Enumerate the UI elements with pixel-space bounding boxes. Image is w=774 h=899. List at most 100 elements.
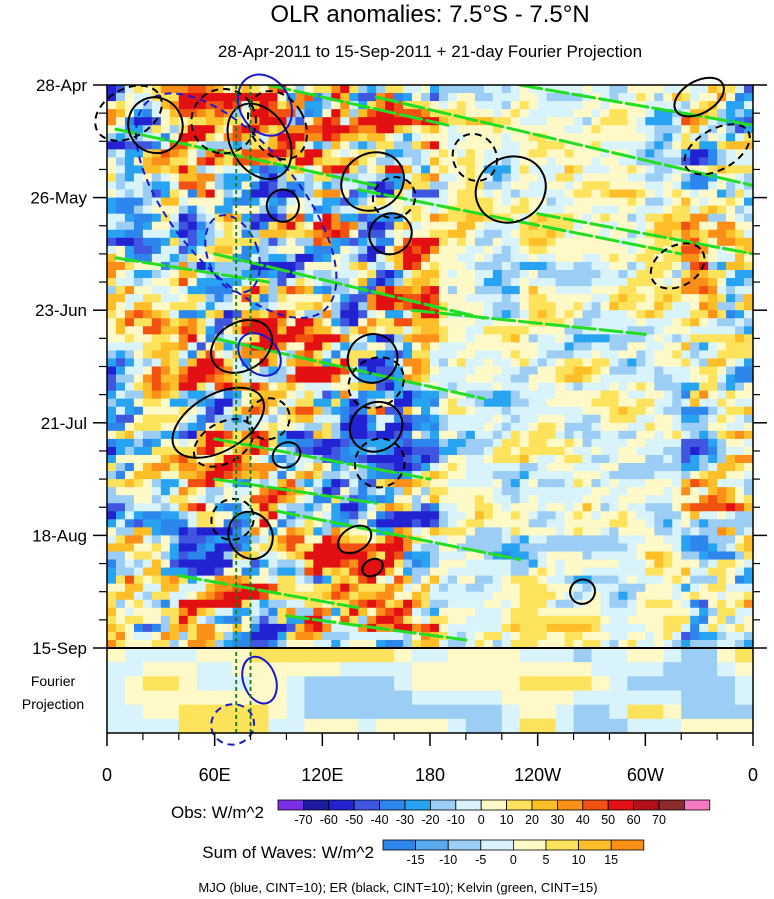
obs-cell [573, 253, 584, 263]
obs-cell [474, 294, 485, 303]
obs-cell [367, 326, 377, 335]
obs-cell [735, 511, 745, 520]
obs-cell [645, 197, 655, 207]
obs-cell [421, 623, 431, 633]
obs-cell [133, 438, 144, 448]
obs-cell [304, 414, 314, 424]
obs-cell [618, 527, 628, 536]
obs-cell [645, 454, 655, 464]
obs-cell [744, 631, 753, 641]
obs-cell [717, 141, 727, 150]
obs-cell [349, 639, 359, 648]
obs-cell [618, 269, 628, 279]
obs-cell [322, 591, 332, 601]
obs-cell [699, 599, 709, 609]
obs-cell [537, 117, 548, 126]
obs-cell [726, 213, 736, 223]
obs-cell [744, 85, 753, 94]
obs-cell [690, 294, 700, 303]
obs-cell [564, 583, 575, 593]
obs-cell [528, 575, 539, 585]
obs-cell [600, 318, 611, 327]
obs-cell [295, 559, 305, 569]
obs-cell [546, 294, 557, 303]
obs-cell [142, 229, 153, 239]
obs-cell [412, 382, 422, 392]
obs-cell [421, 237, 431, 247]
obs-cell [699, 205, 709, 215]
obs-cell [645, 286, 655, 295]
obs-cell [672, 398, 682, 408]
obs-cell [115, 157, 126, 167]
obs-cell [456, 446, 467, 456]
obs-cell [304, 286, 314, 295]
obs-cell [268, 551, 279, 561]
obs-cell [241, 543, 252, 553]
obs-cell [259, 334, 270, 343]
obs-cell [349, 157, 359, 167]
obs-cell [681, 205, 691, 215]
obs-cell [376, 366, 386, 376]
obs-cell [214, 615, 225, 625]
obs-cell [430, 125, 440, 134]
obs-cell [250, 503, 261, 512]
obs-cell [295, 157, 305, 167]
obs-cell [286, 551, 297, 561]
obs-cell [430, 406, 440, 416]
obs-cell [107, 446, 117, 456]
obs-cell [107, 382, 117, 392]
obs-cell [609, 398, 620, 408]
obs-cell [340, 133, 350, 142]
obs-cell [456, 374, 467, 384]
obs-cell [178, 366, 189, 376]
obs-cell [295, 615, 305, 625]
obs-cell [178, 414, 189, 424]
obs-cell [474, 237, 485, 247]
obs-cell [654, 133, 664, 142]
obs-cell [465, 109, 476, 118]
obs-cell [331, 591, 341, 601]
obs-cell [555, 454, 566, 464]
obs-cell [124, 503, 135, 512]
obs-cell [474, 221, 485, 231]
obs-cell [169, 237, 180, 247]
obs-cell [573, 318, 584, 327]
obs-cell [376, 358, 386, 368]
obs-cell [403, 446, 413, 456]
obs-cell [124, 599, 135, 609]
obs-cell [133, 446, 144, 456]
obs-cell [582, 454, 593, 464]
obs-cell [573, 511, 584, 520]
obs-cell [430, 310, 440, 319]
obs-cell [124, 535, 135, 545]
obs-cell [627, 422, 637, 432]
obs-cell [573, 382, 584, 392]
obs-cell [528, 286, 539, 295]
obs-cell [403, 165, 413, 175]
obs-cell [663, 286, 673, 295]
obs-cell [115, 366, 126, 376]
obs-cell [708, 414, 718, 424]
obs-cell [537, 390, 548, 400]
obs-cell [124, 229, 135, 239]
obs-cell [178, 487, 189, 496]
obs-cell [744, 197, 753, 207]
obs-cell [358, 173, 368, 183]
obs-cell [196, 422, 207, 432]
obs-cell [376, 149, 386, 158]
obs-cell [367, 173, 377, 183]
obs-cell [654, 575, 664, 585]
obs-cell [600, 109, 611, 118]
obs-cell [474, 334, 485, 343]
obs-cell [690, 318, 700, 327]
obs-cell [187, 374, 198, 384]
obs-cell [744, 101, 753, 110]
obs-cell [304, 615, 314, 625]
obs-cell [735, 269, 745, 279]
obs-cell [277, 422, 288, 432]
obs-cell [672, 631, 682, 641]
obs-cell [304, 527, 314, 536]
obs-cell [555, 173, 566, 183]
obs-cell [708, 366, 718, 376]
obs-cell [699, 390, 709, 400]
